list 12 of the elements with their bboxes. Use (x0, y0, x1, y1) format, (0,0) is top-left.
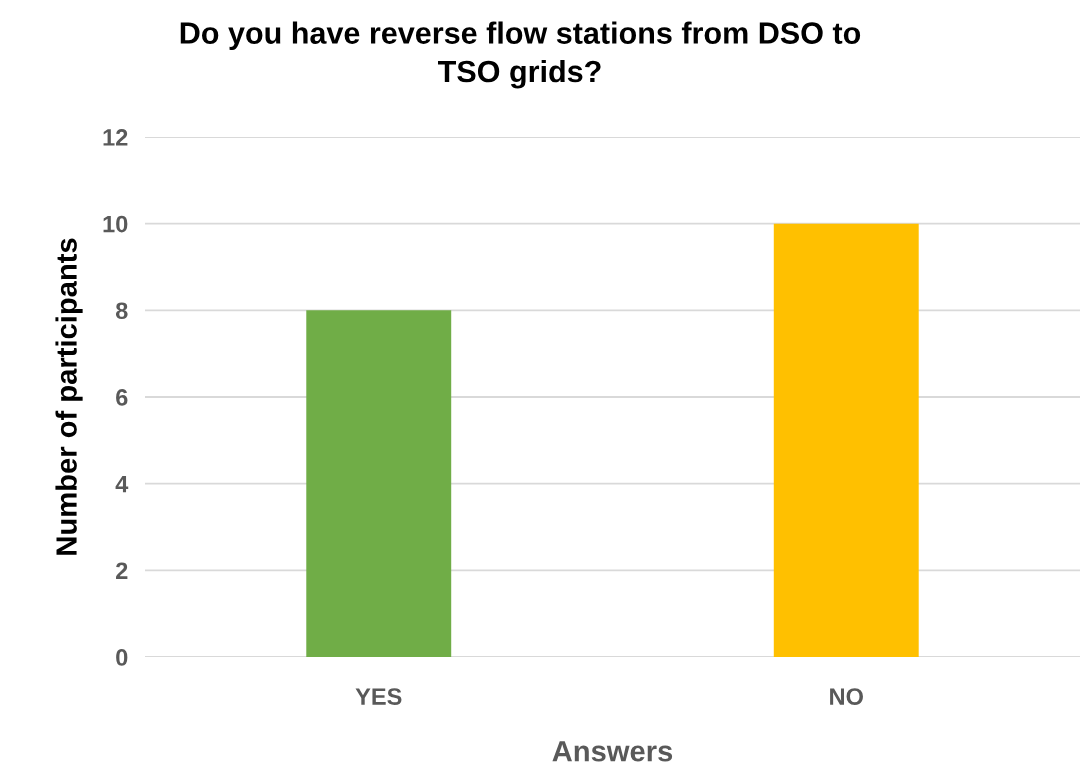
x-tick-label: YES (355, 688, 402, 705)
y-axis-title: Number of participants (55, 238, 83, 555)
y-tick-label: 10 (103, 215, 128, 233)
chart-title: Do you have reverse flow stations from DSO to TSO grids? (180, 21, 861, 89)
y-tick-label: 2 (116, 562, 128, 579)
y-tick-label: 8 (115, 302, 128, 320)
y-tick-label: 4 (115, 475, 129, 493)
x-axis-title: Answers (552, 741, 673, 762)
y-tick-label: 0 (116, 649, 128, 666)
y-tick-label: 12 (103, 129, 128, 146)
y-tick-label: 6 (116, 389, 128, 406)
x-tick-label: NO (830, 688, 863, 705)
